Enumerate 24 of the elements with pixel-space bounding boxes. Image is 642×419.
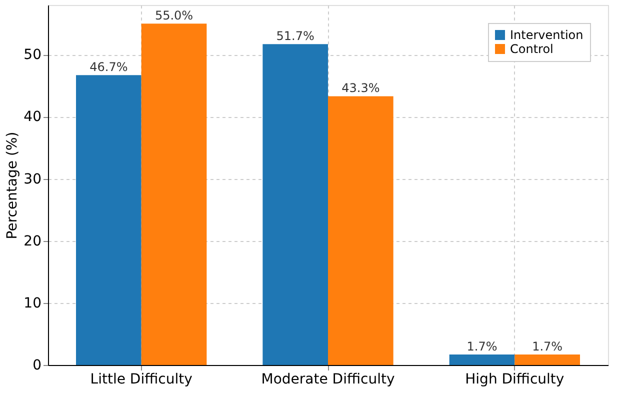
y-axis-title: Percentage (%) — [4, 132, 21, 240]
y-tick-label: 0 — [32, 358, 42, 374]
y-tick-label: 10 — [24, 295, 42, 312]
bar — [449, 354, 515, 365]
bar — [514, 354, 580, 365]
bar — [76, 75, 142, 365]
bar — [141, 24, 207, 365]
y-tick-label: 30 — [24, 171, 42, 188]
text: 51.7% — [276, 29, 314, 44]
bar — [328, 96, 394, 365]
y-tick-label: 20 — [24, 233, 42, 250]
x-tick-label: High Difficulty — [465, 372, 564, 388]
legend-label: Intervention — [510, 28, 584, 42]
x-tick-label: Little Difficulty — [90, 372, 192, 388]
y-tick-label: 50 — [24, 47, 42, 64]
legend-label: Control — [510, 42, 554, 56]
text: 43.3% — [342, 81, 380, 96]
text: 46.7% — [90, 60, 128, 74]
y-tick-label: 40 — [24, 109, 42, 126]
text: 1.7% — [466, 339, 498, 354]
text: 1.7% — [532, 339, 563, 354]
text: 55.0% — [154, 8, 194, 23]
x-tick-label: Moderate Difficulty — [261, 372, 395, 388]
bar — [262, 44, 328, 365]
